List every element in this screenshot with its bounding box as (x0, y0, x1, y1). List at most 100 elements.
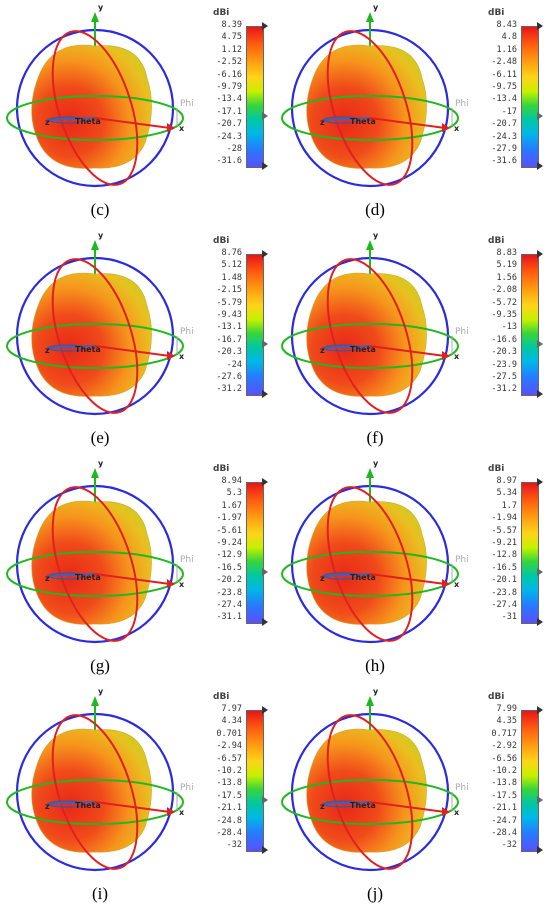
scale-tick-label: -2.48 (491, 57, 517, 68)
scale-tick-label: -31.1 (216, 612, 242, 623)
scale-tick-label: -6.16 (216, 69, 242, 80)
panel-caption: (d) (365, 200, 385, 219)
scale-tick-label: 1.67 (221, 500, 242, 511)
theta-axis-label: Theta (350, 345, 376, 354)
scale-tick-label: -2.52 (216, 57, 242, 68)
scale-tick-label: -27.5 (491, 372, 517, 382)
scale-tick-label: -24.3 (216, 131, 242, 142)
z-axis-label: z (320, 346, 325, 355)
z-axis-label: z (320, 802, 325, 811)
x-axis-label: x (179, 808, 185, 817)
radiation-pattern-3d: y x z Theta Phi (6, 687, 194, 872)
scale-marker-icon (262, 22, 268, 30)
z-axis-label: z (45, 574, 50, 583)
theta-axis-label: Theta (350, 117, 376, 126)
color-scale-bar (521, 710, 539, 852)
scale-marker-icon (537, 706, 543, 714)
scale-tick-label: 8.39 (221, 20, 242, 30)
scale-tick-label: -28.4 (491, 828, 517, 838)
theta-axis-label: Theta (75, 573, 101, 582)
phi-axis-label: Phi (180, 327, 194, 337)
scale-tick-label: -2.92 (491, 741, 517, 752)
color-scale-bar (246, 710, 264, 852)
z-axis-label: z (45, 802, 50, 811)
scale-tick-label: -21.1 (216, 803, 242, 814)
radiation-pattern-panel: y x z Theta Phi dBi 8.43 4.8 1.16 -2.48 -6.11 -9.75… (275, 0, 550, 228)
scale-tick-label: -17.5 (216, 790, 242, 801)
scale-tick-label: 8.97 (496, 476, 517, 486)
scale-tick-label: -1.94 (491, 513, 517, 524)
scale-tick-label: -9.43 (216, 310, 242, 320)
x-axis-label: x (454, 580, 460, 589)
scale-tick-label: 1.12 (221, 44, 242, 55)
scale-marker-icon (262, 706, 268, 714)
radiation-pattern-panel: y x z Theta Phi dBi 8.39 4.75 1.12 -2.52 -6.16 -9.7… (0, 0, 275, 228)
scale-tick-label: -21.1 (491, 803, 517, 814)
scale-tick-label: 4.8 (501, 32, 517, 43)
scale-marker-icon (262, 340, 268, 348)
scale-tick-label: 5.34 (496, 488, 517, 499)
x-axis-label: x (454, 124, 460, 133)
scale-unit-label: dBi (213, 236, 230, 246)
x-axis-label: x (179, 580, 185, 589)
x-axis-label: x (179, 124, 185, 133)
color-scale-bar (246, 482, 264, 624)
scale-tick-label: 8.94 (221, 476, 242, 486)
scale-tick-label: -16.7 (216, 334, 242, 345)
y-axis-label: y (373, 3, 379, 12)
scale-marker-icon (537, 390, 543, 398)
scale-tick-label: 1.56 (496, 272, 517, 283)
scale-tick-label: -24.7 (491, 815, 517, 826)
gain-surface (306, 44, 427, 169)
scale-marker-icon (262, 796, 268, 804)
scale-tick-label: -13.8 (216, 778, 242, 789)
radiation-pattern-3d: y x z Theta Phi (6, 3, 194, 188)
theta-axis-label: Theta (75, 345, 101, 354)
radiation-pattern-3d: y x z Theta Phi (281, 687, 469, 872)
scale-tick-label: -12.9 (216, 550, 242, 561)
y-axis-label: y (98, 231, 104, 240)
theta-axis-label: Theta (75, 117, 101, 126)
theta-axis-label: Theta (350, 801, 376, 810)
panel-caption: (c) (90, 200, 110, 219)
scale-marker-icon (537, 250, 543, 258)
scale-tick-label: -23.8 (216, 587, 242, 598)
scale-tick-label: -24.8 (216, 815, 242, 826)
panel-caption: (f) (366, 428, 384, 447)
scale-marker-icon (537, 846, 543, 854)
scale-tick-label: -27.6 (216, 372, 242, 382)
scale-tick-label: -27.4 (491, 600, 517, 610)
gain-surface (31, 272, 152, 397)
scale-unit-label: dBi (213, 464, 230, 474)
scale-tick-label: -31.2 (491, 384, 517, 395)
scale-unit-label: dBi (213, 692, 230, 702)
radiation-pattern-panel: y x z Theta Phi dBi 8.76 5.12 1.48 -2.15 -5.79 -9.4… (0, 228, 275, 456)
gain-surface (306, 728, 427, 853)
scale-tick-label: -31.6 (216, 156, 242, 167)
scale-tick-label: -1.97 (216, 513, 242, 524)
scale-tick-label: -16.5 (491, 562, 517, 573)
scale-tick-label: -9.24 (216, 538, 242, 548)
z-axis-label: z (45, 346, 50, 355)
radiation-pattern-panel: y x z Theta Phi dBi 7.97 4.34 0.701 -2.94 -6.57 -10… (0, 684, 275, 912)
x-axis-label: x (179, 352, 185, 361)
scale-marker-icon (262, 568, 268, 576)
scale-tick-label: 1.48 (221, 272, 242, 283)
scale-tick-label: 8.76 (221, 248, 242, 258)
scale-tick-label: -13.4 (491, 94, 517, 105)
scale-marker-icon (537, 340, 543, 348)
scale-tick-label: 5.12 (221, 260, 242, 271)
radiation-pattern-panel: y x z Theta Phi dBi 8.83 5.19 1.56 -2.08 -5.72 -9.3… (275, 228, 550, 456)
color-scale-bar (521, 482, 539, 624)
x-axis-label: x (454, 352, 460, 361)
theta-axis-label: Theta (350, 573, 376, 582)
scale-tick-label: -9.79 (216, 82, 242, 92)
gain-surface (31, 44, 152, 169)
scale-unit-label: dBi (213, 8, 230, 18)
scale-unit-label: dBi (488, 236, 505, 246)
y-axis-label: y (98, 687, 104, 696)
scale-tick-label: 1.16 (496, 44, 517, 55)
panel-caption: (i) (91, 884, 109, 903)
scale-tick-label: -20.3 (216, 347, 242, 358)
scale-marker-icon (262, 390, 268, 398)
